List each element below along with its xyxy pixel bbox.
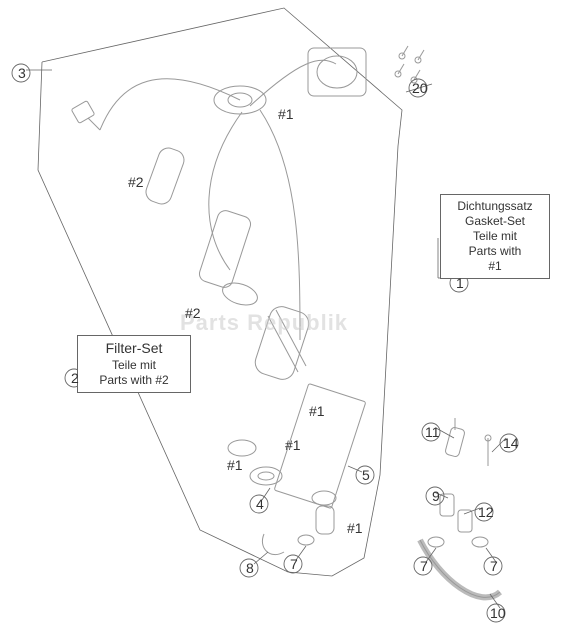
box-filter-line: Teile mit <box>84 358 184 373</box>
callout-14: 14 <box>503 435 519 451</box>
callout-5: 5 <box>362 467 370 483</box>
callout-12: 12 <box>478 504 494 520</box>
callout-hash-1: #1 <box>278 106 294 122</box>
callout-7: 7 <box>490 558 498 574</box>
callout-hash-2: #2 <box>185 305 201 321</box>
callout-hash-1: #1 <box>309 403 325 419</box>
callout-hash-1: #1 <box>285 437 301 453</box>
callout-hash-1: #1 <box>347 520 363 536</box>
box-gasket-line: Teile mit <box>447 229 543 244</box>
callout-9: 9 <box>432 488 440 504</box>
box-gasket: DichtungssatzGasket-SetTeile mitParts wi… <box>440 194 550 279</box>
diagram-container: Parts Republik DichtungssatzGasket-SetTe… <box>0 0 568 640</box>
box-filter: Filter-SetTeile mitParts with #2 <box>77 335 191 393</box>
callout-10: 10 <box>490 605 506 621</box>
callout-7: 7 <box>290 556 298 572</box>
component-sketch <box>71 46 500 597</box>
callout-2: 2 <box>71 370 79 386</box>
callout-hash-1: #1 <box>227 457 243 473</box>
callout-8: 8 <box>246 560 254 576</box>
box-filter-line: Filter-Set <box>84 340 184 358</box>
callout-7: 7 <box>420 558 428 574</box>
diagram-svg <box>0 0 568 640</box>
outline-group <box>38 8 402 576</box>
callout-4: 4 <box>256 496 264 512</box>
box-gasket-line: #1 <box>447 259 543 274</box>
box-filter-line: Parts with #2 <box>84 373 184 388</box>
callout-3: 3 <box>18 65 26 81</box>
callout-20: 20 <box>412 80 428 96</box>
callout-11: 11 <box>425 424 440 440</box>
box-gasket-line: Dichtungssatz <box>447 199 543 214</box>
callout-1: 1 <box>456 275 464 291</box>
box-gasket-line: Gasket-Set <box>447 214 543 229</box>
box-gasket-line: Parts with <box>447 244 543 259</box>
callout-hash-2: #2 <box>128 174 144 190</box>
